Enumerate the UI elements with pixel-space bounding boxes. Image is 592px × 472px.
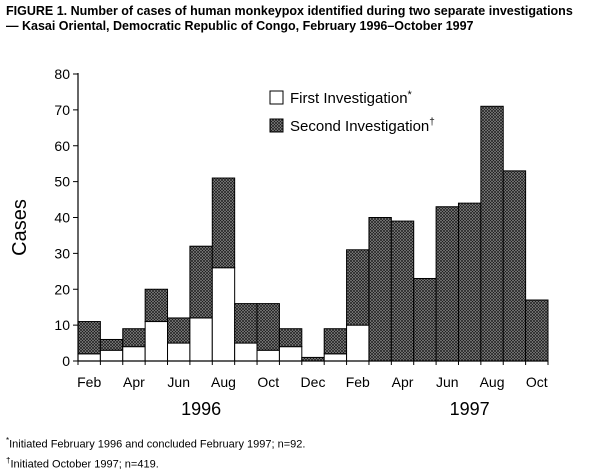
y-tick-label-30: 30 — [54, 245, 70, 261]
bar-second-16 — [435, 206, 459, 362]
legend-swatch-first — [269, 90, 284, 105]
figure-title: FIGURE 1. Number of cases of human monke… — [6, 4, 573, 33]
footnote-first: *Initiated February 1996 and concluded F… — [6, 436, 306, 451]
bar-first-12 — [346, 324, 370, 362]
bar-second-12 — [346, 249, 370, 326]
bar-first-4 — [167, 342, 191, 362]
bar-second-3 — [144, 288, 169, 323]
y-tick-label-70: 70 — [54, 102, 70, 118]
bar-first-9 — [278, 346, 303, 362]
bar-second-0 — [77, 321, 101, 355]
x-tick-label-8: Oct — [257, 374, 279, 390]
x-tick-label-14: Apr — [392, 374, 414, 390]
bar-first-11 — [323, 353, 348, 362]
x-tick-label-2: Apr — [123, 374, 145, 390]
y-tick-label-0: 0 — [62, 353, 70, 369]
y-tick-label-80: 80 — [54, 66, 70, 82]
x-tick-label-18: Aug — [480, 374, 505, 390]
bar-second-18 — [480, 105, 504, 362]
bar-second-20 — [525, 299, 549, 362]
legend-swatch-second — [269, 118, 284, 133]
x-tick-label-0: Feb — [77, 374, 101, 390]
y-tick-label-20: 20 — [54, 281, 70, 297]
x-tick-label-10: Dec — [301, 374, 326, 390]
x-tick-label-16: Jun — [436, 374, 459, 390]
bar-first-5 — [189, 317, 213, 362]
bar-first-2 — [122, 346, 146, 362]
bar-second-4 — [167, 317, 191, 344]
bar-second-9 — [278, 328, 303, 348]
bar-first-1 — [99, 349, 124, 362]
y-tick-label-40: 40 — [54, 210, 70, 226]
x-tick-label-6: Aug — [211, 374, 236, 390]
bar-first-6 — [211, 267, 236, 362]
bar-first-0 — [77, 353, 101, 362]
bar-second-15 — [413, 277, 437, 362]
bar-first-8 — [256, 349, 280, 362]
footnote-second: †Initiated October 1997; n=419. — [6, 455, 159, 471]
y-tick-label-60: 60 — [54, 138, 70, 154]
x-tick-label-12: Feb — [346, 374, 370, 390]
bar-second-14 — [390, 220, 415, 362]
bar-second-2 — [122, 328, 146, 348]
y-axis-label: Cases — [9, 199, 31, 256]
bar-first-3 — [144, 321, 169, 362]
bar-second-1 — [99, 338, 124, 351]
bar-second-17 — [457, 202, 482, 362]
bar-second-7 — [234, 303, 258, 344]
bar-second-13 — [368, 217, 392, 362]
y-tick-label-10: 10 — [54, 317, 70, 333]
bar-second-8 — [256, 303, 280, 351]
year-label-1996: 1996 — [181, 399, 221, 419]
footnotes: *Initiated February 1996 and concluded F… — [6, 433, 305, 472]
bar-second-6 — [211, 177, 236, 269]
x-tick-label-20: Oct — [526, 374, 548, 390]
bar-second-11 — [323, 328, 348, 355]
legend-label-second: Second Investigation† — [290, 117, 435, 135]
y-tick-label-50: 50 — [54, 174, 70, 190]
year-label-1997: 1997 — [450, 399, 490, 419]
bar-first-7 — [234, 342, 258, 362]
bar-second-19 — [502, 170, 527, 362]
x-tick-label-4: Jun — [167, 374, 190, 390]
bar-second-5 — [189, 245, 213, 319]
legend-label-first: First Investigation* — [290, 89, 413, 107]
